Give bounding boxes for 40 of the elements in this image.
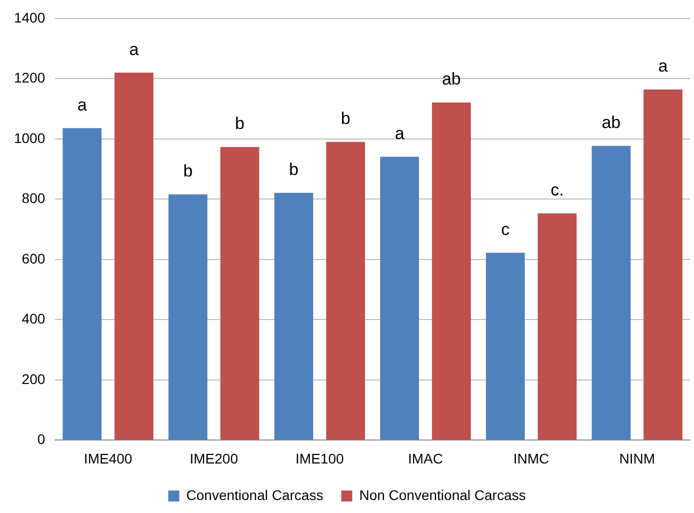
y-tick-label: 400 bbox=[22, 310, 46, 327]
bar bbox=[432, 102, 471, 440]
y-tick-label: 1000 bbox=[14, 130, 46, 146]
annotation: b bbox=[183, 162, 193, 181]
bar bbox=[592, 146, 631, 440]
x-tick-label: IME100 bbox=[296, 450, 344, 466]
bar bbox=[114, 72, 154, 440]
bar bbox=[538, 213, 577, 440]
bar bbox=[220, 147, 260, 440]
annotation: b bbox=[289, 160, 298, 180]
annotation: a bbox=[394, 124, 405, 143]
x-tick-label: IMAC bbox=[408, 450, 443, 466]
legend-label: Conventional Carcass bbox=[186, 486, 324, 503]
annotation: b bbox=[340, 109, 350, 128]
y-tick-label: 0 bbox=[37, 431, 46, 448]
x-tick-label: IME200 bbox=[190, 450, 238, 466]
annotation: ab bbox=[602, 113, 621, 132]
y-tick-label: 1200 bbox=[14, 70, 46, 86]
annotation: a bbox=[658, 56, 668, 76]
annotation: c bbox=[501, 220, 510, 239]
annotation: c. bbox=[550, 180, 564, 200]
annotation: a bbox=[77, 95, 88, 114]
bar bbox=[486, 252, 525, 440]
annotation: a bbox=[129, 40, 140, 59]
x-tick-label: IME400 bbox=[84, 450, 132, 466]
y-tick-label: 600 bbox=[22, 250, 46, 266]
annotation: ab bbox=[442, 70, 461, 89]
x-tick-label: INMC bbox=[513, 450, 550, 466]
y-tick-label: 800 bbox=[22, 190, 46, 206]
bar bbox=[380, 156, 419, 440]
legend-label: Non Conventional Carcass bbox=[359, 486, 526, 503]
bar bbox=[326, 142, 366, 440]
bar bbox=[644, 90, 682, 440]
x-tick-label: NINM bbox=[619, 450, 655, 466]
bar bbox=[62, 128, 102, 440]
y-tick-label: 200 bbox=[22, 370, 46, 387]
y-tick-label: 1400 bbox=[14, 9, 46, 26]
bar bbox=[274, 192, 314, 440]
annotation: b bbox=[235, 114, 245, 134]
bar bbox=[168, 194, 208, 440]
